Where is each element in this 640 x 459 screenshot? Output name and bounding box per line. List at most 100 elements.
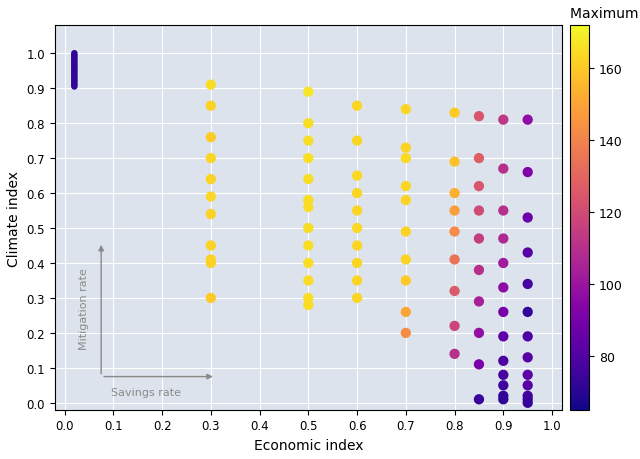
Point (69, 52, 79, 60)
Point (69, 66, 79, 73)
Point (523, 382, 533, 389)
Point (401, 330, 411, 337)
Point (69, 61, 79, 68)
Point (205, 260, 216, 267)
Point (69, 64, 79, 72)
Point (474, 330, 484, 337)
Point (474, 183, 484, 190)
Point (474, 207, 484, 215)
Point (69, 63, 79, 70)
Point (449, 323, 460, 330)
Text: Maximum reward: Maximum reward (570, 7, 640, 21)
Point (352, 260, 362, 267)
Point (449, 288, 460, 295)
Point (352, 295, 362, 302)
Point (498, 166, 508, 173)
Point (523, 392, 533, 400)
Point (401, 155, 411, 162)
Point (69, 54, 79, 62)
Point (498, 358, 508, 365)
Point (69, 56, 79, 63)
Point (303, 120, 314, 128)
Point (401, 106, 411, 113)
Point (352, 207, 362, 215)
Point (474, 267, 484, 274)
Point (205, 211, 216, 218)
Point (352, 173, 362, 180)
Point (401, 145, 411, 152)
Point (69, 80, 79, 88)
Point (303, 225, 314, 232)
Point (401, 256, 411, 263)
Point (474, 396, 484, 403)
Point (523, 117, 533, 124)
Point (352, 277, 362, 285)
Point (205, 103, 216, 110)
Point (352, 103, 362, 110)
Point (523, 396, 533, 403)
Point (352, 225, 362, 232)
Point (474, 235, 484, 243)
Point (474, 113, 484, 121)
Point (303, 138, 314, 145)
X-axis label: Economic index: Economic index (253, 438, 363, 452)
Point (303, 260, 314, 267)
Point (498, 392, 508, 400)
Point (205, 256, 216, 263)
Point (498, 371, 508, 379)
Point (498, 117, 508, 124)
Point (69, 50, 79, 58)
Point (303, 204, 314, 211)
Point (352, 138, 362, 145)
Point (474, 155, 484, 162)
Point (401, 183, 411, 190)
Point (498, 396, 508, 403)
Point (303, 295, 314, 302)
Point (498, 284, 508, 291)
Point (303, 242, 314, 250)
Y-axis label: Climate index: Climate index (7, 170, 21, 266)
Point (303, 277, 314, 285)
Point (474, 361, 484, 368)
Point (69, 68, 79, 75)
Point (69, 75, 79, 82)
Point (449, 228, 460, 235)
Point (401, 197, 411, 204)
Point (523, 333, 533, 340)
Point (401, 228, 411, 235)
Point (303, 89, 314, 96)
Point (498, 308, 508, 316)
Point (449, 350, 460, 358)
Point (69, 84, 79, 91)
Point (498, 207, 508, 215)
Point (205, 134, 216, 141)
Point (449, 158, 460, 166)
Point (498, 333, 508, 340)
Point (352, 190, 362, 197)
Point (449, 207, 460, 215)
Point (303, 176, 314, 183)
Point (69, 82, 79, 89)
Point (498, 235, 508, 243)
Point (474, 298, 484, 305)
Point (205, 295, 216, 302)
Point (449, 110, 460, 117)
Point (523, 308, 533, 316)
Point (69, 72, 79, 79)
Point (449, 190, 460, 197)
Point (498, 382, 508, 389)
Point (205, 155, 216, 162)
Point (498, 260, 508, 267)
Point (523, 249, 533, 257)
Point (69, 77, 79, 84)
Point (401, 308, 411, 316)
Point (449, 256, 460, 263)
Point (523, 399, 533, 407)
Point (69, 59, 79, 67)
Point (205, 242, 216, 250)
Point (205, 193, 216, 201)
Text: Savings rate: Savings rate (111, 387, 181, 397)
Point (69, 73, 79, 80)
Point (303, 197, 314, 204)
Point (523, 354, 533, 361)
